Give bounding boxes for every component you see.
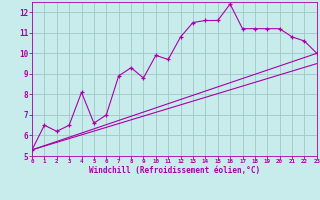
X-axis label: Windchill (Refroidissement éolien,°C): Windchill (Refroidissement éolien,°C)	[89, 166, 260, 175]
